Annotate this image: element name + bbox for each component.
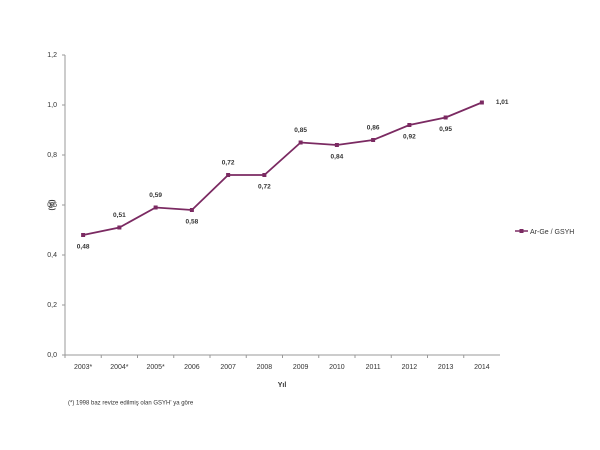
data-label: 0,92 — [403, 134, 416, 141]
x-axis-label: Yıl — [278, 382, 287, 389]
data-label: 0,72 — [222, 160, 235, 167]
y-tick-label: 1,2 — [47, 52, 57, 59]
point-marker — [226, 173, 231, 177]
x-tick-label: 2003* — [74, 364, 93, 371]
data-label: 0,95 — [439, 126, 452, 133]
point-marker — [443, 115, 448, 120]
footnote: (*) 1998 baz revize edilmiş olan GSYH' y… — [68, 401, 194, 407]
x-tick-label: 2010 — [329, 364, 345, 371]
x-tick-label: 2006 — [184, 364, 200, 371]
x-tick-label: 2012 — [402, 364, 418, 371]
y-axis-label: (%) — [49, 200, 56, 211]
point-marker — [407, 123, 412, 127]
y-tick-label: 0,2 — [47, 302, 57, 309]
x-tick-label: 2004* — [110, 364, 129, 371]
series-line — [82, 101, 483, 236]
point-marker — [117, 225, 122, 230]
x-tick-label: 2011 — [366, 364, 381, 371]
point-marker — [262, 173, 267, 177]
point-marker — [479, 100, 484, 105]
data-label: 0,58 — [186, 219, 199, 226]
y-tick-label: 1,0 — [47, 102, 57, 109]
point-marker — [153, 205, 158, 210]
x-tick-label: 2005* — [146, 364, 165, 371]
data-label: 0,48 — [77, 244, 90, 251]
x-tick-label: 2013 — [438, 364, 454, 371]
y-tick-label: 0,6 — [47, 202, 57, 209]
data-label: 0,86 — [367, 125, 380, 132]
point-marker — [81, 233, 86, 237]
x-tick-label: 2014 — [474, 364, 490, 371]
x-tick-label: 2008 — [257, 364, 273, 371]
data-label: 1,01 — [496, 99, 509, 106]
data-label: 0,72 — [258, 184, 271, 191]
data-label: 0,51 — [113, 212, 126, 219]
point-marker — [189, 208, 194, 212]
point-marker — [371, 138, 376, 142]
x-tick-label: 2009 — [293, 364, 309, 371]
data-label: 0,85 — [294, 127, 307, 134]
x-tick-label: 2007 — [220, 364, 236, 371]
y-tick-label: 0,8 — [47, 152, 57, 159]
data-label: 0,59 — [149, 192, 162, 199]
point-marker — [334, 143, 339, 147]
y-tick-label: 0,4 — [47, 252, 57, 259]
legend-label: Ar-Ge / GSYH — [530, 229, 575, 236]
point-marker — [298, 140, 303, 145]
legend-marker — [519, 229, 524, 233]
data-label: 0,84 — [331, 154, 344, 161]
y-tick-label: 0,0 — [47, 352, 57, 359]
